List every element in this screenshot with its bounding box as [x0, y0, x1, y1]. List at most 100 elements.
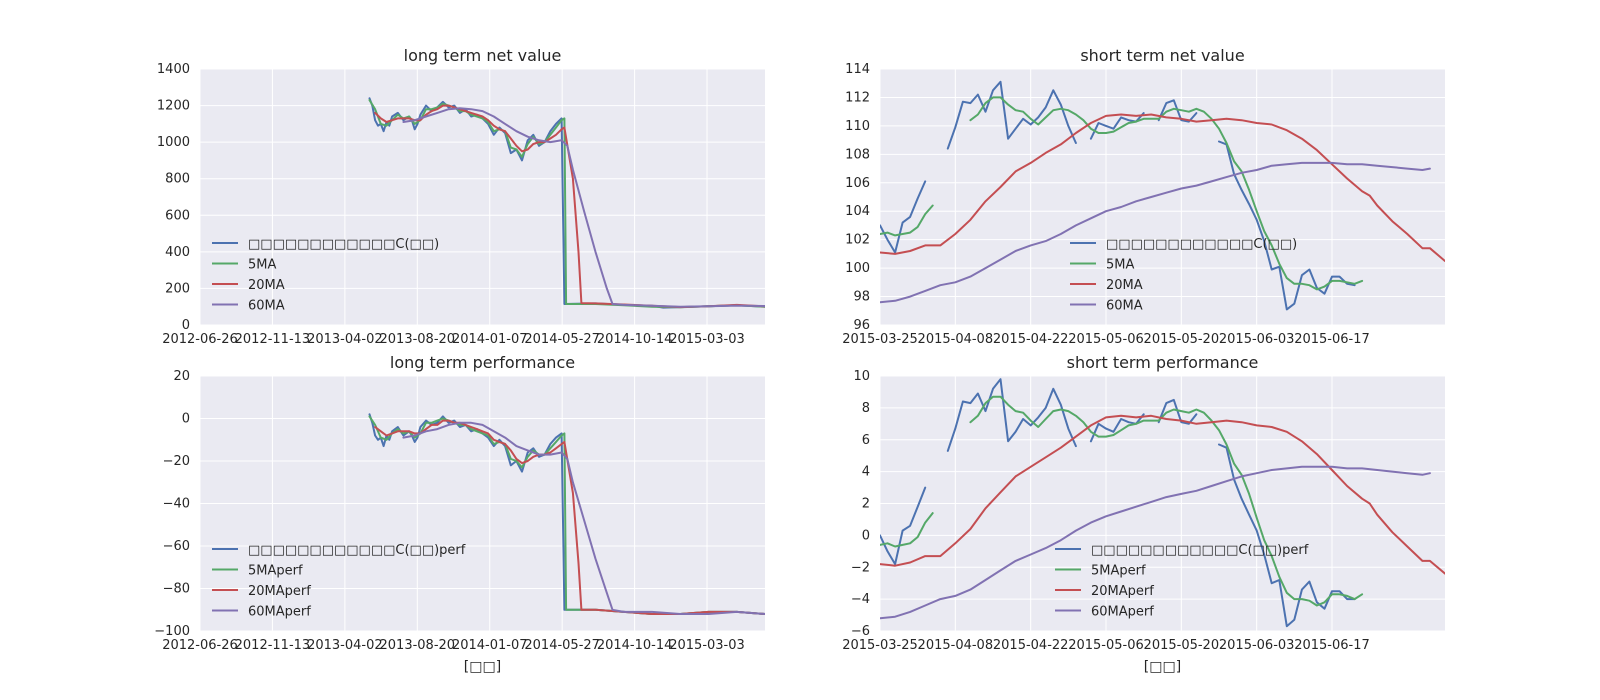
- y-tick-label: 10: [853, 369, 870, 384]
- x-tick-label: 2015-03-25: [842, 638, 918, 653]
- y-tick-label: 108: [845, 147, 870, 162]
- y-tick-label: −40: [163, 497, 190, 512]
- y-tick-label: −80: [163, 582, 190, 597]
- x-tick-label: 2015-06-17: [1294, 332, 1370, 347]
- y-tick-label: 112: [845, 90, 870, 105]
- y-tick-label: −100: [154, 624, 190, 639]
- series-line-20maperf: [880, 414, 1445, 575]
- series-line-60ma: [880, 161, 1431, 304]
- x-tick-label: 2015-06-03: [1219, 332, 1295, 347]
- legend-entry: 20MAperf: [1091, 584, 1154, 599]
- legend-entry: 5MA: [1106, 258, 1134, 273]
- legend-entry: 60MA: [248, 299, 285, 314]
- x-tick-label: 2015-05-06: [1068, 638, 1144, 653]
- legend-entry: 20MA: [1106, 278, 1143, 293]
- x-tick-label: 2014-01-07: [452, 332, 528, 347]
- y-tick-label: 114: [845, 62, 870, 77]
- legend-entry: 60MAperf: [1091, 605, 1154, 620]
- series-line-fund: [946, 378, 1077, 452]
- series-line-5ma: [880, 204, 934, 237]
- legend-entry: 60MA: [1106, 299, 1143, 314]
- y-tick-label: −60: [163, 539, 190, 554]
- x-tick-label: 2014-01-07: [452, 638, 528, 653]
- x-tick-label: 2012-06-26: [162, 638, 238, 653]
- series-line-fund: [1218, 140, 1356, 311]
- series-line-60maperf: [880, 465, 1431, 620]
- x-tick-label: 2015-03-03: [669, 332, 745, 347]
- x-tick-label: 2013-04-02: [307, 638, 383, 653]
- x-tick-label: 2013-08-20: [380, 332, 456, 347]
- y-tick-label: −6: [851, 624, 870, 639]
- legend-entry: 20MA: [248, 278, 285, 293]
- x-tick-label: 2013-04-02: [307, 332, 383, 347]
- x-axis-label: [□□]: [464, 659, 501, 675]
- y-tick-label: 20: [173, 369, 190, 384]
- x-tick-label: 2012-11-13: [235, 638, 311, 653]
- x-tick-label: 2015-05-06: [1068, 332, 1144, 347]
- x-tick-label: 2015-06-17: [1294, 638, 1370, 653]
- y-tick-label: 100: [845, 261, 870, 276]
- legend-entry: 5MAperf: [248, 564, 303, 579]
- series-line-60ma: [402, 107, 765, 308]
- y-tick-label: 4: [862, 465, 870, 480]
- series-line-60maperf: [402, 421, 765, 615]
- legend-entry: □□□□□□□□□□□□C(□□)perf: [1091, 543, 1309, 558]
- x-tick-label: 2014-05-27: [524, 332, 600, 347]
- y-tick-label: −4: [851, 592, 870, 607]
- series-line-5ma: [969, 96, 1364, 291]
- panel-long-term-performance: −100−80−60−40−200202012-06-262012-11-132…: [154, 353, 765, 675]
- legend-entry: 5MA: [248, 258, 276, 273]
- y-tick-label: 0: [862, 528, 870, 543]
- x-tick-label: 2014-10-14: [597, 332, 673, 347]
- y-tick-label: 2: [862, 497, 870, 512]
- series-line-fund: [880, 180, 927, 254]
- panel-long-term-net-value: 0 200 400 600 800 1000 1200 1400 2012-06-262012-…: [157, 46, 765, 347]
- x-tick-label: 2013-08-20: [380, 638, 456, 653]
- legend-entry: 20MAperf: [248, 584, 311, 599]
- y-tick-label: 800: [165, 172, 190, 187]
- y-tick-label: 1200: [157, 99, 190, 114]
- y-tick-label: −2: [851, 560, 870, 575]
- x-tick-label: 2014-10-14: [597, 638, 673, 653]
- x-tick-label: 2015-04-22: [993, 332, 1069, 347]
- series-line-fund: [946, 80, 1077, 150]
- y-tick-label: 0: [182, 412, 190, 427]
- series-line-fund: [1218, 443, 1356, 628]
- y-tick-label: 110: [845, 119, 870, 134]
- panel-short-term-performance: −6 −4 −2 0 2 4 6 8 10 2015-03-25 2015-04-08 2015-04…: [842, 353, 1445, 675]
- y-tick-label: −20: [163, 454, 190, 469]
- y-tick-label: 0: [182, 318, 190, 333]
- y-tick-label: 98: [853, 290, 870, 305]
- series-line-5maperf: [880, 512, 934, 548]
- y-tick-label: 200: [165, 281, 190, 296]
- y-tick-label: 600: [165, 208, 190, 223]
- chart-title: short term net value: [1080, 46, 1244, 65]
- chart-title: long term net value: [404, 46, 562, 65]
- x-tick-label: 2015-03-25: [842, 332, 918, 347]
- y-tick-label: 8: [862, 401, 870, 416]
- chart-title: long term performance: [390, 353, 575, 372]
- x-tick-label: 2015-04-08: [918, 638, 994, 653]
- legend-entry: 60MAperf: [248, 605, 311, 620]
- series-line-5maperf: [969, 395, 1364, 607]
- x-tick-label: 2012-11-13: [235, 332, 311, 347]
- legend-entry: □□□□□□□□□□□□C(□□)perf: [248, 543, 466, 558]
- series-line-fund: [880, 486, 927, 566]
- legend-entry: 5MAperf: [1091, 564, 1146, 579]
- x-tick-label: 2015-06-03: [1219, 638, 1295, 653]
- y-tick-label: 106: [845, 176, 870, 191]
- plot-background: [200, 69, 765, 325]
- y-tick-label: 102: [845, 233, 870, 248]
- series-line-20ma: [880, 113, 1445, 262]
- x-tick-label: 2015-04-08: [918, 332, 994, 347]
- x-tick-label: 2014-05-27: [524, 638, 600, 653]
- y-tick-label: 1400: [157, 62, 190, 77]
- x-axis-label: [□□]: [1144, 659, 1181, 675]
- plot-background: [880, 69, 1445, 325]
- x-tick-label: 2015-05-20: [1144, 332, 1220, 347]
- series-line-20maperf: [374, 419, 765, 615]
- legend-entry: □□□□□□□□□□□□C(□□): [1106, 237, 1297, 252]
- y-tick-label: 96: [853, 318, 870, 333]
